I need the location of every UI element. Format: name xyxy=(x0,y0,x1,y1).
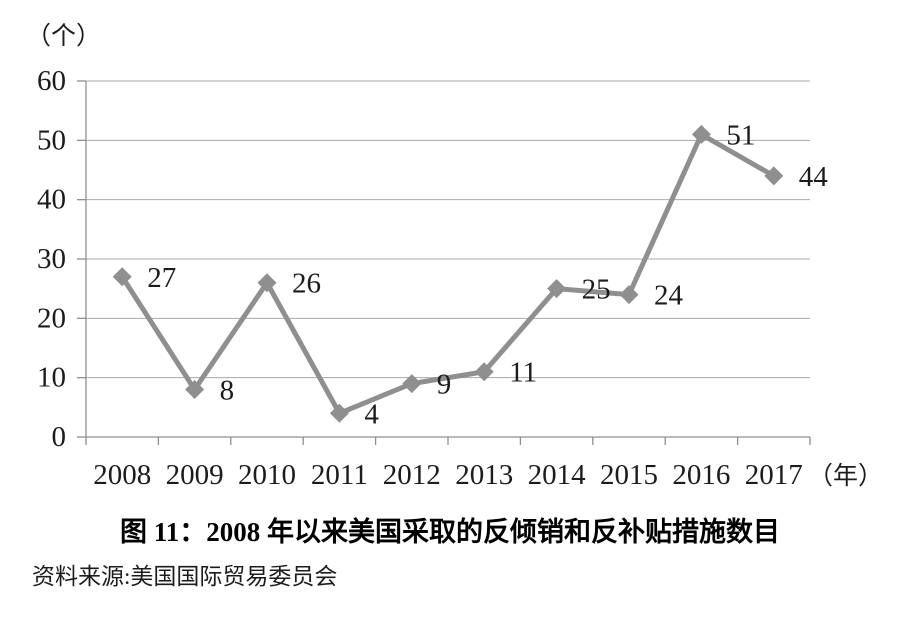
figure-source: 资料来源:美国国际贸易委员会 xyxy=(32,564,337,589)
x-tick-label: 2014 xyxy=(528,459,587,491)
data-point-marker xyxy=(402,374,422,394)
data-point-marker xyxy=(185,380,205,400)
x-tick-label: 2009 xyxy=(166,459,224,491)
y-tick-label: 0 xyxy=(52,421,67,453)
data-value-label: 24 xyxy=(654,280,684,312)
data-series: 27 8 26 4 9 11 25 24 51 44 xyxy=(112,119,829,430)
gridlines xyxy=(86,80,810,379)
y-axis-unit-label: （个） xyxy=(26,22,101,50)
figure-title: 图 11：2008 年以来美国采取的反倾销和反补贴措施数目 xyxy=(120,516,780,547)
x-tick-label: 2011 xyxy=(311,459,368,491)
x-tick-label: 2017 xyxy=(745,459,803,491)
data-value-label: 26 xyxy=(292,268,321,300)
data-value-label: 9 xyxy=(437,369,452,401)
series-line xyxy=(119,131,777,416)
data-point-marker xyxy=(112,267,132,287)
data-point-marker xyxy=(691,124,711,144)
data-point-marker xyxy=(474,362,494,382)
axes xyxy=(77,80,811,445)
data-value-label: 51 xyxy=(726,119,755,151)
y-tick-label: 60 xyxy=(37,65,66,97)
x-tick-label: 2010 xyxy=(238,459,296,491)
tick-labels: 0 10 20 30 40 50 60 2008 2009 2010 2011 2012 2013 201… xyxy=(37,65,803,491)
x-tick-label: 2015 xyxy=(600,459,658,491)
data-value-label: 27 xyxy=(147,262,176,294)
y-tick-label: 10 xyxy=(37,362,66,394)
y-tick-label: 50 xyxy=(37,124,66,156)
x-axis-unit-label: （年） xyxy=(808,462,883,490)
y-tick-label: 40 xyxy=(37,184,66,216)
data-point-marker xyxy=(764,166,784,186)
data-value-label: 4 xyxy=(364,398,379,430)
y-tick-label: 20 xyxy=(37,302,66,334)
data-value-label: 11 xyxy=(509,357,537,389)
data-point-marker xyxy=(619,285,639,305)
y-tick-label: 30 xyxy=(37,243,66,275)
data-point-marker xyxy=(257,273,277,293)
x-tick-label: 2013 xyxy=(455,459,513,491)
data-point-marker xyxy=(547,279,567,299)
data-value-label: 44 xyxy=(799,161,829,193)
data-value-label: 25 xyxy=(582,274,611,306)
data-point-marker xyxy=(329,403,349,423)
x-tick-label: 2016 xyxy=(672,459,730,491)
data-value-label: 8 xyxy=(220,375,235,407)
x-tick-label: 2008 xyxy=(93,459,151,491)
x-tick-label: 2012 xyxy=(383,459,441,491)
